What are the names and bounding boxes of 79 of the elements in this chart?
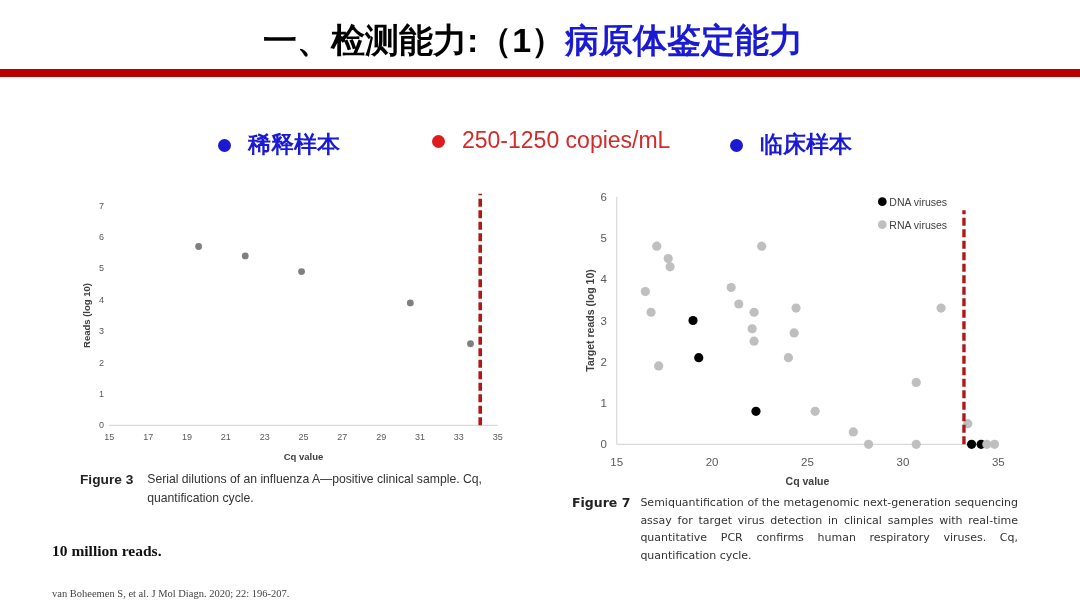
y-tick-label: 5 <box>98 263 104 274</box>
point <box>688 315 698 326</box>
point <box>726 282 736 293</box>
caption: Figure 3 <box>80 471 134 489</box>
y-tick-label: 1 <box>98 388 104 399</box>
x-tick-label: 15 <box>104 432 115 442</box>
point <box>747 324 757 334</box>
point <box>789 328 799 338</box>
point <box>298 268 305 275</box>
x-tick-label: 15 <box>610 456 624 468</box>
chart-title: 稀释样本 <box>248 129 340 159</box>
point <box>640 287 650 297</box>
x-tick-label: 23 <box>259 432 270 442</box>
point <box>989 439 1000 449</box>
point <box>665 262 675 272</box>
point <box>810 406 820 416</box>
chart-title: 临床样本 <box>760 129 852 159</box>
y-tick-label: 4 <box>600 273 608 286</box>
text: Serial dilutions of an influenza A—positive clinical sample. Cq, quantification cycle. <box>147 471 483 507</box>
point <box>911 439 921 449</box>
point <box>241 252 249 260</box>
y-tick-label: 1 <box>600 397 607 410</box>
x-tick-label: 25 <box>298 432 309 442</box>
x-tick-label: 35 <box>991 456 1005 468</box>
x-tick-label: 35 <box>492 432 503 442</box>
y-tick-label: 3 <box>600 314 607 327</box>
text: 250-1250 copies/mL <box>462 125 671 155</box>
y-axis-title: Target reads (log 10) <box>584 269 596 372</box>
text: van Boheemen S, et al. J Mol Diagn. 2020; 22: 196-207. <box>52 588 290 601</box>
point <box>966 439 977 449</box>
point <box>911 377 921 387</box>
point <box>749 336 759 346</box>
point <box>863 439 874 449</box>
point <box>749 307 759 317</box>
y-tick-label: 2 <box>98 357 104 368</box>
y-tick-label: 2 <box>600 355 607 368</box>
point <box>936 303 946 313</box>
legend-label: RNA viruses <box>889 218 948 231</box>
point <box>848 427 858 437</box>
x-tick-label: 33 <box>453 432 464 442</box>
point <box>467 340 474 348</box>
y-axis-title: Reads (log 10) <box>80 283 92 348</box>
x-tick-label: 30 <box>896 456 910 468</box>
text: Semiquantification of the metagenomic next-generation sequencing assay for target virus detection in clinical samples with real-time quantitative PCR confirms human respiratory viruses. Cq, quantification cycle. <box>640 495 1018 564</box>
y-tick-label: 0 <box>98 420 104 431</box>
x-axis-title: Cq value <box>785 475 830 487</box>
text: 10 million reads. <box>52 542 162 561</box>
caption: Figure 7 <box>572 494 631 512</box>
y-tick-label: 3 <box>98 326 104 337</box>
y-tick-label: 5 <box>600 231 607 244</box>
x-tick-label: 17 <box>143 432 154 442</box>
text: 一、检测能力:（1） <box>262 21 566 59</box>
point <box>646 307 656 317</box>
y-tick-label: 6 <box>98 232 104 243</box>
y-tick-label: 0 <box>600 438 607 451</box>
x-tick-label: 29 <box>376 432 387 442</box>
x-tick-label: 19 <box>181 432 192 442</box>
point <box>652 241 662 251</box>
x-tick-label: 21 <box>220 432 231 442</box>
x-tick-label: 25 <box>801 456 814 468</box>
y-tick-label: 7 <box>98 200 104 211</box>
y-tick-label: 6 <box>600 190 607 203</box>
text: 病原体鉴定能力 <box>565 21 804 59</box>
x-tick-label: 20 <box>705 456 719 468</box>
legend-label: DNA viruses <box>889 195 948 208</box>
point <box>751 406 761 416</box>
point <box>734 299 744 309</box>
y-tick-label: 4 <box>98 294 104 305</box>
point <box>654 361 664 371</box>
point <box>663 254 673 264</box>
point <box>783 353 794 363</box>
point <box>694 353 704 363</box>
x-tick-label: 27 <box>337 432 348 442</box>
point <box>757 241 767 251</box>
point <box>195 243 203 250</box>
point <box>791 303 801 313</box>
point <box>406 299 414 307</box>
x-tick-label: 31 <box>415 432 426 442</box>
x-axis-title: Cq value <box>283 450 324 462</box>
